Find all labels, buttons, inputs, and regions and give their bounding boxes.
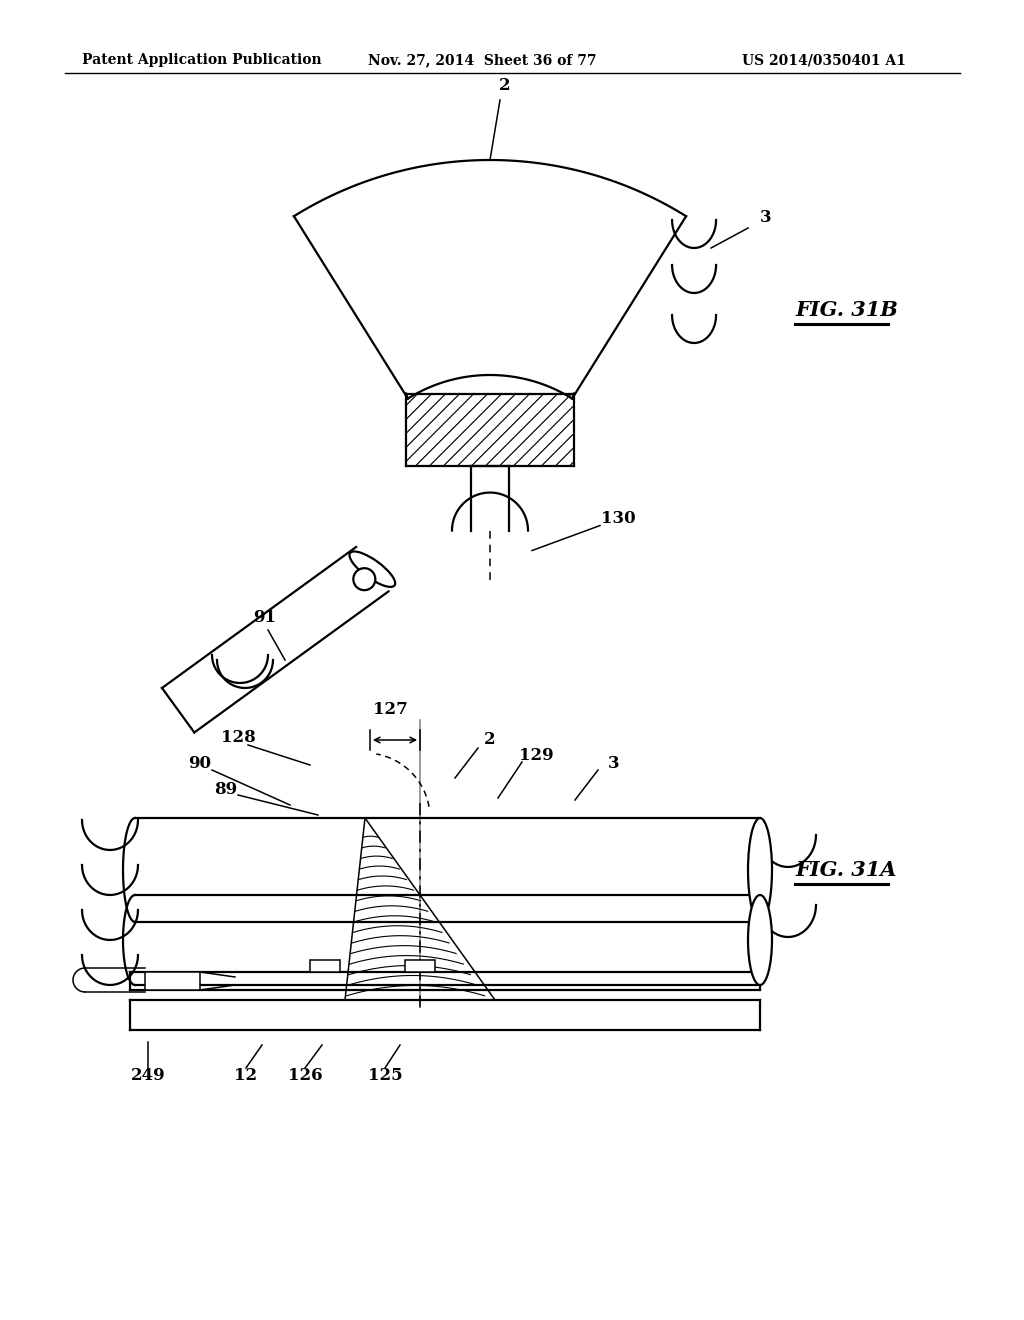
Text: 91: 91: [254, 610, 276, 627]
Text: 128: 128: [220, 730, 255, 747]
Text: 2: 2: [484, 731, 496, 748]
Text: 2: 2: [499, 77, 511, 94]
Text: 90: 90: [188, 755, 212, 771]
Text: Patent Application Publication: Patent Application Publication: [82, 53, 322, 67]
Text: 129: 129: [519, 747, 553, 763]
Ellipse shape: [353, 568, 376, 590]
Text: US 2014/0350401 A1: US 2014/0350401 A1: [742, 53, 906, 67]
Text: 127: 127: [373, 701, 408, 718]
Ellipse shape: [349, 552, 395, 587]
Text: FIG. 31B: FIG. 31B: [795, 300, 898, 319]
Text: Nov. 27, 2014  Sheet 36 of 77: Nov. 27, 2014 Sheet 36 of 77: [368, 53, 597, 67]
Text: 12: 12: [234, 1068, 258, 1085]
Text: 249: 249: [131, 1068, 165, 1085]
Ellipse shape: [748, 818, 772, 921]
Bar: [310, 960, 340, 972]
Text: 130: 130: [601, 510, 635, 527]
Bar: [406, 960, 435, 972]
Ellipse shape: [748, 895, 772, 985]
Text: 3: 3: [760, 210, 772, 227]
Text: 125: 125: [368, 1068, 402, 1085]
Text: FIG. 31A: FIG. 31A: [795, 861, 896, 880]
Text: 3: 3: [608, 755, 620, 771]
Bar: [145, 972, 200, 990]
Text: 126: 126: [288, 1068, 323, 1085]
Text: 89: 89: [214, 781, 238, 799]
